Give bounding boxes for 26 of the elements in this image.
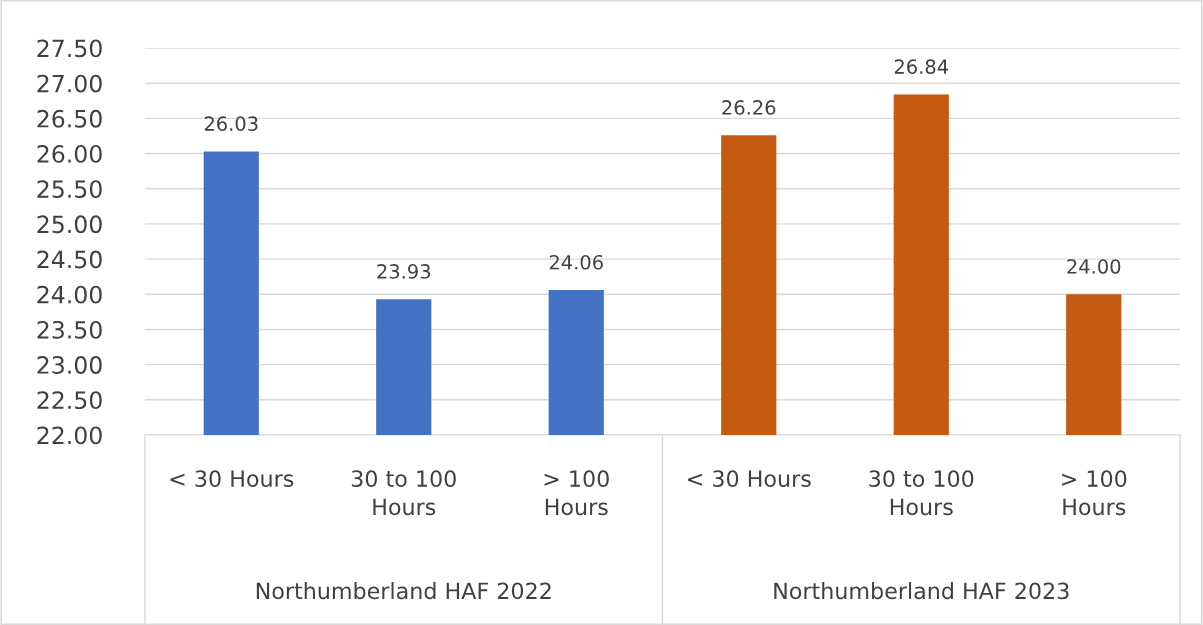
x-tick-label: < 30 Hours [170, 470, 294, 488]
y-tick-label: 27.50 [37, 39, 102, 58]
text: Northumberland HAF 2023 [774, 582, 1069, 600]
y-tick-label: 23.50 [37, 320, 102, 339]
y-tick-label: 22.00 [37, 426, 102, 445]
y-tick-label: 25.50 [37, 180, 102, 199]
x-tick-label: > 100 Hours [544, 470, 609, 516]
data-label: 23.93 [377, 264, 431, 279]
y-tick-label: 26.50 [37, 109, 102, 128]
y-tick-label: 24.00 [37, 285, 102, 304]
x-tick-label: < 30 Hours [688, 470, 811, 488]
data-label: 24.06 [549, 254, 603, 270]
y-tick-label: 26.00 [37, 144, 102, 163]
x-tick-label: 30 to 100 Hours [351, 470, 456, 516]
x-tick-label: 30 to 100 Hours [869, 470, 974, 516]
y-tick-label: 27.00 [37, 74, 102, 93]
data-label: 26.26 [722, 100, 776, 115]
text: Northumberland HAF 2022 [256, 582, 551, 600]
y-tick-label: 22.50 [37, 391, 102, 410]
y-tick-label: 23.00 [37, 356, 102, 374]
x-tick-label: > 100 Hours [1062, 470, 1127, 516]
data-label: 26.84 [894, 59, 948, 75]
y-tick-label: 25.00 [37, 215, 102, 234]
data-label: 26.03 [204, 116, 258, 131]
data-label: 24.00 [1067, 259, 1121, 274]
y-tick-label: 24.50 [37, 250, 102, 269]
